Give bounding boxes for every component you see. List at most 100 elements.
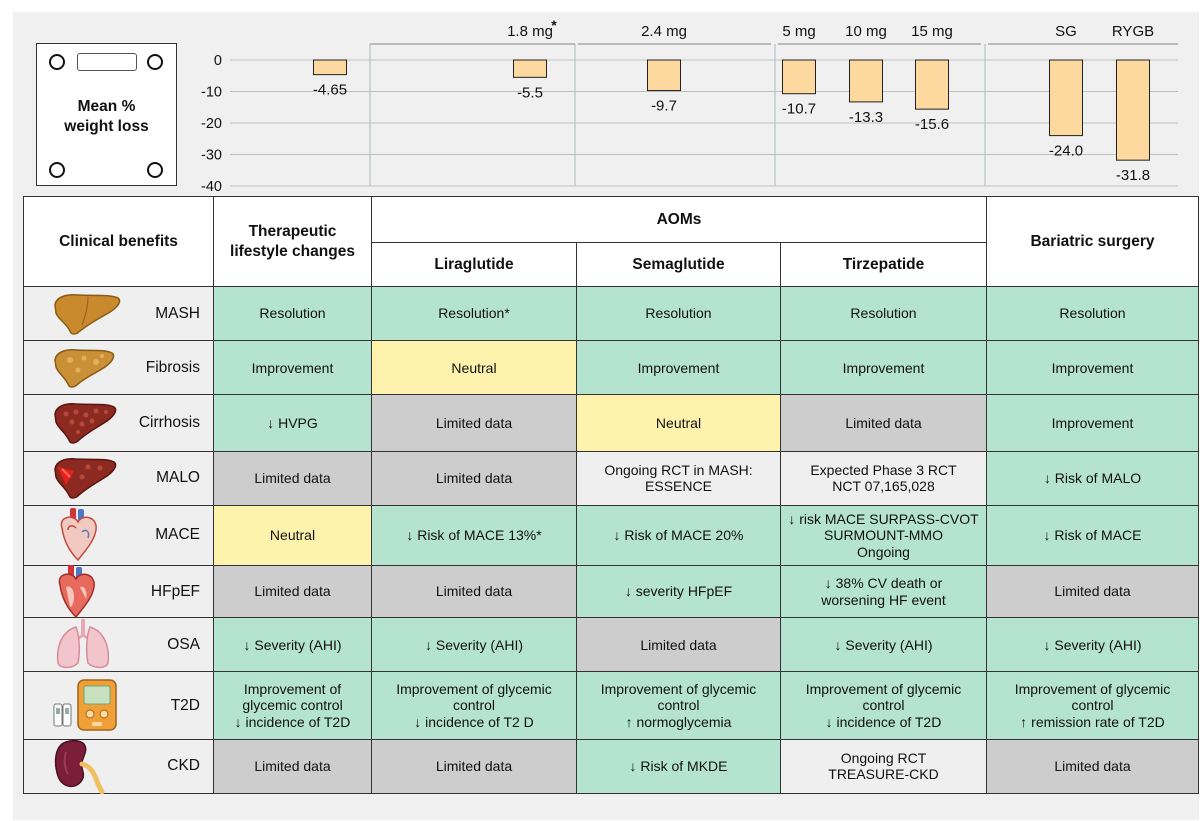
benefit-label-cell: CKD bbox=[23, 738, 214, 795]
benefit-cell: Improvement bbox=[213, 340, 372, 396]
benefit-cell-text: Neutral bbox=[451, 359, 497, 376]
benefit-cell-text: ↓ Severity (AHI) bbox=[243, 636, 342, 653]
benefit-label: MASH bbox=[155, 304, 200, 322]
benefit-cell: Ongoing RCT TREASURE-CKD bbox=[780, 738, 987, 795]
benefit-cell: ↓ Severity (AHI) bbox=[780, 617, 987, 673]
benefit-cell: Limited data bbox=[371, 738, 577, 795]
benefit-cell: Limited data bbox=[986, 565, 1199, 619]
benefit-cell: ↓ Risk of MACE bbox=[986, 504, 1199, 567]
liver-icon bbox=[52, 291, 122, 337]
benefit-cell-text: ↓ Severity (AHI) bbox=[834, 636, 933, 653]
bar-value-label: -9.7 bbox=[651, 98, 677, 115]
benefit-cell: Limited data bbox=[213, 565, 372, 619]
scale-foot-icon bbox=[147, 54, 163, 70]
header-clinical-benefits: Clinical benefits bbox=[23, 196, 214, 287]
header-liraglutide: Liraglutide bbox=[371, 242, 577, 287]
benefit-label-cell: MASH bbox=[23, 285, 214, 342]
benefit-cell: Improvement of glycemic control ↑ normog… bbox=[576, 671, 781, 740]
benefit-cell: Limited data bbox=[986, 738, 1199, 795]
bar-value-label: -10.7 bbox=[782, 101, 816, 118]
weight-loss-chart: 0 -10 -20 -30 -40 -4.65 -5.5 -9.7 -10.7 -13.3 -15… bbox=[201, 17, 1178, 195]
benefit-cell-text: ↓ severity HFpEF bbox=[624, 583, 733, 600]
category-label: 10 mg bbox=[845, 23, 887, 40]
benefit-cell-text: ↓ risk MACE SURPASS-CVOT SURMOUNT-MMO On… bbox=[788, 510, 979, 560]
benefit-cell-text: Resolution bbox=[645, 305, 712, 322]
benefit-cell-text: Improvement of glycemic control ↓ incide… bbox=[234, 680, 351, 730]
benefit-cell-text: ↓ Risk of MACE bbox=[1043, 527, 1142, 544]
benefit-label: Cirrhosis bbox=[138, 413, 200, 431]
benefit-cell-text: Limited data bbox=[640, 636, 717, 653]
category-label: 5 mg bbox=[782, 23, 815, 40]
bar-value-label: -5.5 bbox=[517, 84, 543, 101]
bar bbox=[915, 59, 949, 110]
benefit-cell-text: Improvement bbox=[251, 359, 334, 376]
benefit-cell-text: Neutral bbox=[655, 414, 702, 431]
benefit-cell: Limited data bbox=[213, 450, 372, 506]
benefit-cell-text: ↓ Risk of MALO bbox=[1043, 469, 1142, 486]
benefit-cell-text: Improvement bbox=[1051, 414, 1134, 431]
benefit-cell: Limited data bbox=[213, 738, 372, 795]
table-row: MACE Neutral ↓ Risk of MACE 13%* ↓ Risk of … bbox=[23, 504, 1199, 567]
benefit-cell: Improvement of glycemic control ↓ incide… bbox=[213, 671, 372, 740]
benefit-cell-text: ↓ Severity (AHI) bbox=[424, 636, 523, 653]
header-aoms: AOMs bbox=[371, 196, 987, 243]
category-label: 1.8 mg bbox=[507, 23, 553, 40]
benefit-label-cell: HFpEF bbox=[23, 564, 214, 619]
bar bbox=[1116, 59, 1150, 161]
benefit-cell-text: Improvement bbox=[637, 359, 720, 376]
benefit-label-cell: MACE bbox=[23, 504, 214, 567]
bar-value-label: -15.6 bbox=[915, 116, 949, 133]
benefit-cell-text: Limited data bbox=[435, 469, 513, 486]
benefit-cell-text: Limited data bbox=[254, 583, 331, 600]
y-tick-label: -30 bbox=[201, 148, 222, 164]
benefit-cell: Improvement of glycemic control ↓ incide… bbox=[371, 671, 577, 740]
benefit-label: T2D bbox=[170, 696, 200, 714]
benefit-cell: Resolution bbox=[576, 285, 781, 342]
chart-title-line2: weight loss bbox=[64, 118, 149, 135]
heart-icon bbox=[52, 506, 104, 564]
bar bbox=[1049, 59, 1083, 137]
benefit-cell-text: Limited data bbox=[435, 758, 513, 775]
benefit-cell: ↓ risk MACE SURPASS-CVOT SURMOUNT-MMO On… bbox=[780, 504, 987, 567]
benefit-cell: ↓ Severity (AHI) bbox=[213, 617, 372, 673]
bar bbox=[647, 59, 681, 92]
benefit-cell-text: Improvement of glycemic control ↑ remiss… bbox=[1014, 680, 1171, 730]
benefit-cell: Neutral bbox=[576, 394, 781, 452]
benefit-label-cell: MALO bbox=[23, 450, 214, 506]
category-label: SG bbox=[1055, 23, 1077, 40]
benefit-label: MACE bbox=[155, 526, 200, 544]
benefit-cell: ↓ Severity (AHI) bbox=[986, 617, 1199, 673]
table-row: Cirrhosis ↓ HVPG Limited data Neutral Limite… bbox=[23, 394, 1199, 452]
benefit-cell-text: Resolution bbox=[259, 305, 326, 322]
category-label: 15 mg bbox=[911, 23, 953, 40]
benefit-cell-text: Limited data bbox=[254, 758, 331, 775]
benefit-cell: Resolution bbox=[986, 285, 1199, 342]
scale-foot-icon bbox=[49, 162, 65, 178]
benefit-cell-text: Improvement of glycemic control ↑ normog… bbox=[600, 680, 757, 730]
kidney-icon bbox=[52, 738, 110, 795]
benefit-cell-text: Limited data bbox=[1054, 758, 1131, 775]
benefit-cell: Resolution* bbox=[371, 285, 577, 342]
scale-foot-icon bbox=[49, 54, 65, 70]
benefit-cell: Limited data bbox=[371, 450, 577, 506]
bar bbox=[513, 59, 547, 78]
benefit-label: CKD bbox=[167, 757, 200, 775]
benefit-cell: ↓ Risk of MKDE bbox=[576, 738, 781, 795]
benefit-label: MALO bbox=[156, 468, 200, 486]
benefit-label: HFpEF bbox=[150, 582, 200, 600]
benefit-cell-text: ↓ Risk of MACE 20% bbox=[613, 527, 744, 544]
benefit-cell-text: Improvement bbox=[1051, 359, 1134, 376]
table-row: Fibrosis Improvement Neutral Improvement Imp… bbox=[23, 340, 1199, 396]
bar bbox=[313, 59, 347, 76]
category-label: RYGB bbox=[1112, 23, 1154, 40]
bar bbox=[849, 59, 883, 103]
benefit-cell-text: ↓ 38% CV death or worsening HF event bbox=[821, 575, 946, 608]
benefit-cell-text: Limited data bbox=[845, 414, 922, 431]
chart-bars bbox=[313, 59, 1150, 161]
benefit-cell-text: Expected Phase 3 RCT NCT 07,165,028 bbox=[810, 461, 957, 495]
benefit-cell-text: Neutral bbox=[269, 527, 316, 544]
benefit-cell-text: Limited data bbox=[435, 414, 513, 431]
chart-title: Mean % weight loss bbox=[37, 97, 176, 137]
benefit-cell: ↓ Risk of MACE 13%* bbox=[371, 504, 577, 567]
y-tick-label: -40 bbox=[201, 179, 222, 195]
